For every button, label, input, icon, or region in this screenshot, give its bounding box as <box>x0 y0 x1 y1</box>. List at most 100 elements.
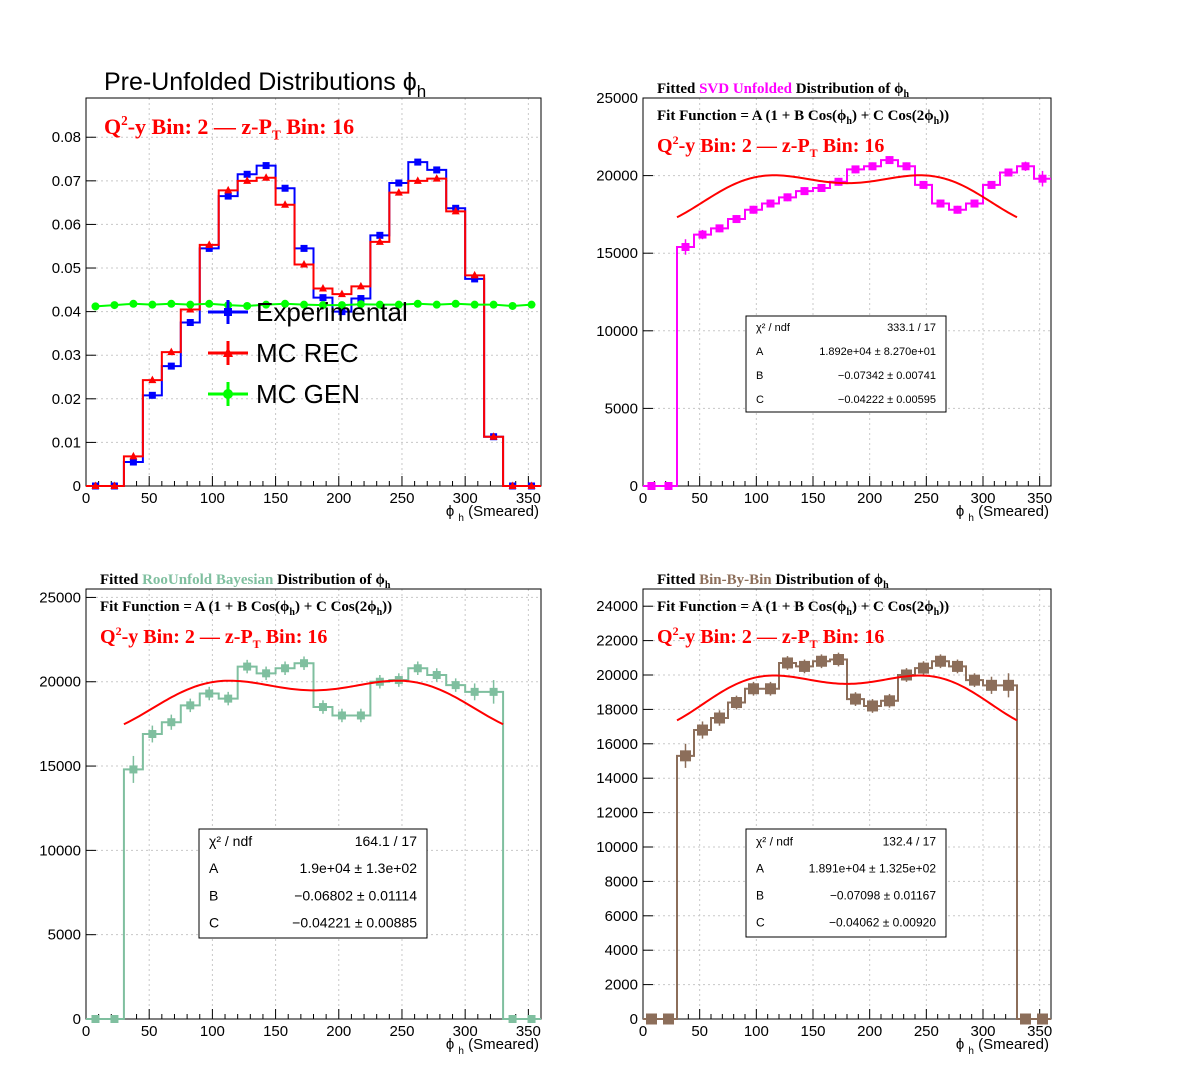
data-point <box>186 304 195 313</box>
data-point <box>110 301 119 310</box>
data-point <box>433 166 441 174</box>
stats-key: C <box>209 915 219 931</box>
fit-curve <box>676 174 1018 219</box>
data-point <box>1038 174 1047 183</box>
data-point <box>129 458 137 466</box>
chart-panel-svd: 0 50 100 150 200 250 300 350 0 5000 10000 15000 2000… <box>596 81 1052 524</box>
stats-value: 1.891e+04 ± 1.325e+02 <box>809 862 937 876</box>
fit-function-label: Fit Function = A (1 + B Cos(ϕh) + C Cos(… <box>100 599 392 618</box>
y-tick-label: 20000 <box>596 168 638 185</box>
data-point <box>986 679 997 691</box>
x-axis-label: ϕ h (Smeared) <box>446 503 539 524</box>
grid <box>85 589 541 1020</box>
x-tick-label: 200 <box>326 1023 351 1040</box>
data-point <box>375 237 384 245</box>
stats-value: −0.04221 ± 0.00885 <box>292 915 417 931</box>
stats-key: χ² / ndf <box>756 322 791 334</box>
data-point <box>884 695 895 707</box>
y-tick-label: 20000 <box>39 674 81 691</box>
plot-frame <box>85 588 542 1020</box>
y-tick-label: 22000 <box>596 633 638 650</box>
y-tick-label: 0.06 <box>52 216 81 233</box>
data-point <box>799 660 810 672</box>
x-axis: 0 50 100 150 200 250 300 350 <box>639 1009 1052 1040</box>
y-tick-label: 8000 <box>605 873 638 890</box>
stats-key: χ² / ndf <box>756 835 794 849</box>
data-point <box>356 281 365 290</box>
data-point <box>1037 1013 1048 1025</box>
y-tick-label: 0.03 <box>52 347 81 364</box>
data-point <box>205 689 214 698</box>
data-point <box>281 184 289 192</box>
data-point <box>919 180 928 189</box>
data-point <box>936 199 945 208</box>
x-tick-label: 100 <box>200 490 225 507</box>
bin-label: Q2-y Bin: 2 — z-PT Bin: 16 <box>657 624 884 651</box>
stats-value: 1.892e+04 ± 8.270e+01 <box>819 346 936 358</box>
data-point <box>319 294 327 302</box>
data-point <box>901 669 912 681</box>
stats-value: −0.06802 ± 0.01114 <box>294 887 417 903</box>
data-point <box>318 284 327 292</box>
stats-value: −0.04222 ± 0.00595 <box>838 394 936 406</box>
data-point <box>508 1015 517 1023</box>
data-point <box>833 654 844 666</box>
data-point <box>110 481 119 489</box>
data-point <box>851 165 860 174</box>
y-tick-label: 25000 <box>596 90 638 107</box>
x-tick-label: 150 <box>800 490 825 507</box>
y-tick-label: 18000 <box>596 701 638 718</box>
data-point <box>432 174 441 182</box>
x-tick-label: 300 <box>970 490 995 507</box>
stats-key: A <box>756 862 764 876</box>
x-tick-label: 100 <box>744 1023 769 1040</box>
stats-frame <box>745 828 947 938</box>
x-tick-label: 100 <box>744 490 769 507</box>
x-axis-label: ϕ h (Smeared) <box>956 503 1049 524</box>
data-point <box>394 188 403 196</box>
x-tick-label: 100 <box>200 1023 225 1040</box>
data-point <box>451 299 460 308</box>
y-tick-label: 5000 <box>48 927 81 944</box>
fit-curve <box>123 679 504 726</box>
data-point <box>885 156 894 165</box>
data-point <box>765 683 776 695</box>
plot-frame <box>642 588 1052 1020</box>
stats-key: B <box>756 889 764 903</box>
x-tick-label: 200 <box>857 1023 882 1040</box>
y-tick-label: 0.08 <box>52 129 81 146</box>
data-point <box>129 765 138 774</box>
data-point <box>300 244 308 252</box>
y-tick-label: 5000 <box>605 400 638 417</box>
data-point <box>337 289 346 298</box>
data-point <box>850 693 861 705</box>
stats-value: 333.1 / 17 <box>887 322 936 334</box>
data-point <box>715 224 724 233</box>
data-point <box>262 162 270 170</box>
chart-panel-prefold: 0 50 100 150 200 250 300 350 0 0.01 0.02 0.03 0.04 0.… <box>52 68 542 524</box>
data-point <box>413 299 422 308</box>
data-point <box>697 724 708 736</box>
stats-value: 132.4 / 17 <box>883 835 937 849</box>
x-tick-label: 150 <box>263 490 288 507</box>
data-point <box>167 362 175 370</box>
legend-label: MC REC <box>256 338 359 368</box>
chart-title: Pre-Unfolded Distributions ϕh <box>104 68 426 101</box>
data-point <box>816 655 827 667</box>
x-tick-label: 50 <box>141 490 158 507</box>
fit-curve <box>676 674 1018 722</box>
y-tick-label: 25000 <box>39 589 81 606</box>
stats-key: C <box>756 916 765 930</box>
chart-title: Fitted RooUnfold Bayesian Distribution o… <box>100 572 391 591</box>
data-point <box>782 657 793 669</box>
data-point <box>1020 1013 1031 1025</box>
data-point <box>262 300 271 309</box>
x-axis: 0 50 100 150 200 250 300 350 <box>639 476 1052 507</box>
y-tick-label: 6000 <box>605 908 638 925</box>
y-tick-label: 20000 <box>596 667 638 684</box>
x-axis: 0 50 100 150 200 250 300 350 <box>82 476 542 507</box>
data-point <box>243 301 252 310</box>
y-axis: 0 5000 10000 15000 20000 25000 <box>596 90 653 495</box>
data-point <box>186 319 194 327</box>
series-unfolded <box>643 156 1051 490</box>
